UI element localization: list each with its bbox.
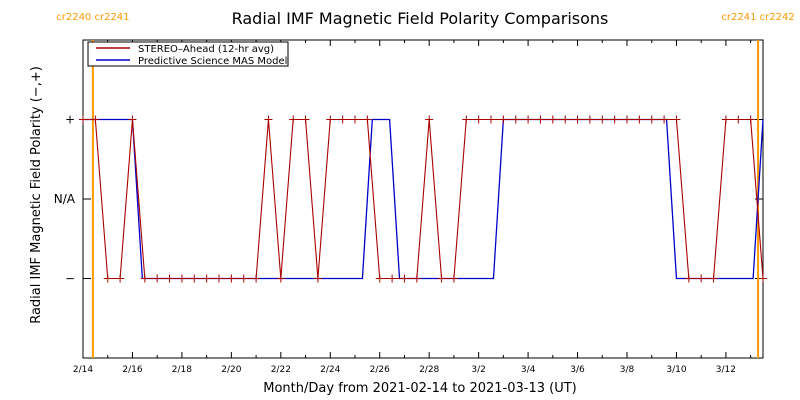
data-point-stereo — [425, 115, 434, 124]
data-point-stereo — [313, 274, 322, 283]
data-point-stereo — [487, 115, 495, 124]
data-point-stereo — [103, 274, 112, 283]
legend-box — [87, 41, 289, 67]
data-point-stereo — [449, 274, 458, 283]
data-point-stereo — [215, 274, 223, 283]
data-point-stereo — [647, 115, 656, 124]
data-point-stereo — [499, 115, 508, 124]
legend-label-stereo: STEREO–Ahead (12-hr avg) — [138, 44, 274, 55]
data-point-stereo — [660, 115, 669, 124]
data-point-stereo — [573, 115, 582, 124]
data-point-stereo — [363, 115, 372, 124]
data-point-stereo — [301, 115, 310, 124]
data-point-stereo — [561, 115, 570, 124]
x-tick-label: 2/16 — [122, 365, 142, 375]
x-tick-label: 3/8 — [620, 365, 635, 375]
data-point-stereo — [734, 115, 743, 124]
x-tick-label: 2/26 — [370, 365, 390, 375]
data-point-stereo — [623, 115, 631, 124]
x-axis-ticks: 2/14 2/16 2/18 2/20 2/22 2/24 2/26 2/28 3/2 3/4 3/… — [73, 40, 752, 375]
data-point-stereo — [239, 274, 248, 283]
x-tick-label: 2/18 — [172, 365, 192, 375]
data-point-stereo — [697, 274, 706, 283]
x-tick-label: 3/6 — [570, 365, 585, 375]
data-point-stereo — [264, 115, 273, 124]
y-axis-ticks: + N/A − — [54, 113, 763, 286]
chart-title: Radial IMF Magnetic Field Polarity Compa… — [232, 9, 609, 28]
data-point-stereo — [338, 115, 347, 124]
x-tick-label: 3/2 — [471, 365, 485, 375]
carrington-label: cr2241 cr2242 — [721, 12, 794, 23]
data-point-stereo — [326, 115, 335, 124]
data-point-stereo — [474, 115, 483, 124]
data-point-stereo — [128, 115, 137, 124]
y-tick-label: − — [65, 272, 75, 286]
data-point-stereo — [585, 115, 594, 124]
y-tick-label: + — [65, 113, 75, 127]
x-axis-label: Month/Day from 2021-02-14 to 2021-03-13 … — [263, 381, 576, 396]
data-point-stereo — [536, 115, 545, 124]
data-point-stereo — [79, 115, 87, 124]
legend-label-mas: Predictive Science MAS Model — [138, 56, 287, 67]
data-point-stereo — [548, 115, 557, 124]
x-tick-label: 3/10 — [666, 365, 686, 375]
x-tick-label: 3/4 — [521, 365, 536, 375]
data-point-stereo — [511, 115, 520, 124]
data-point-stereo — [610, 115, 619, 124]
data-point-stereo — [116, 274, 125, 283]
data-point-stereo — [759, 274, 767, 283]
data-point-stereo — [635, 115, 644, 124]
data-point-stereo — [462, 115, 471, 124]
data-point-stereo — [684, 274, 693, 283]
data-point-stereo — [91, 115, 100, 124]
data-point-stereo — [351, 115, 359, 124]
y-axis-label: Radial IMF Magnetic Field Polarity (−,+) — [29, 66, 44, 324]
x-tick-label: 2/22 — [271, 365, 291, 375]
data-point-stereo — [289, 115, 298, 124]
x-tick-label: 2/20 — [221, 365, 241, 375]
data-point-stereo — [202, 274, 211, 283]
carrington-label: cr2240 cr2241 — [56, 12, 129, 23]
data-point-stereo — [746, 115, 755, 124]
data-point-stereo — [524, 115, 533, 124]
x-tick-label: 2/28 — [419, 365, 439, 375]
data-point-stereo — [400, 274, 409, 283]
x-tick-label: 3/12 — [716, 365, 736, 375]
data-point-stereo — [721, 115, 730, 124]
data-point-stereo — [375, 274, 384, 283]
data-point-stereo — [140, 274, 149, 283]
data-point-stereo — [598, 115, 607, 124]
data-point-stereo — [412, 274, 421, 283]
data-point-stereo — [165, 274, 174, 283]
series-line-stereo-ahead — [83, 118, 764, 280]
data-point-stereo — [709, 274, 718, 283]
data-point-stereo — [153, 274, 162, 283]
series-layer — [79, 115, 767, 283]
data-point-stereo — [190, 274, 199, 283]
x-tick-label: 2/24 — [320, 365, 340, 375]
x-tick-label: 2/14 — [73, 365, 93, 375]
data-point-stereo — [177, 274, 186, 283]
data-point-stereo — [252, 274, 261, 283]
data-point-stereo — [437, 274, 446, 283]
data-point-stereo — [388, 274, 397, 283]
y-tick-label: N/A — [54, 192, 76, 206]
legend: STEREO–Ahead (12-hr avg) Predictive Scie… — [87, 41, 289, 67]
data-point-stereo — [276, 274, 285, 283]
data-point-stereo — [227, 274, 236, 283]
data-point-stereo — [672, 115, 681, 124]
